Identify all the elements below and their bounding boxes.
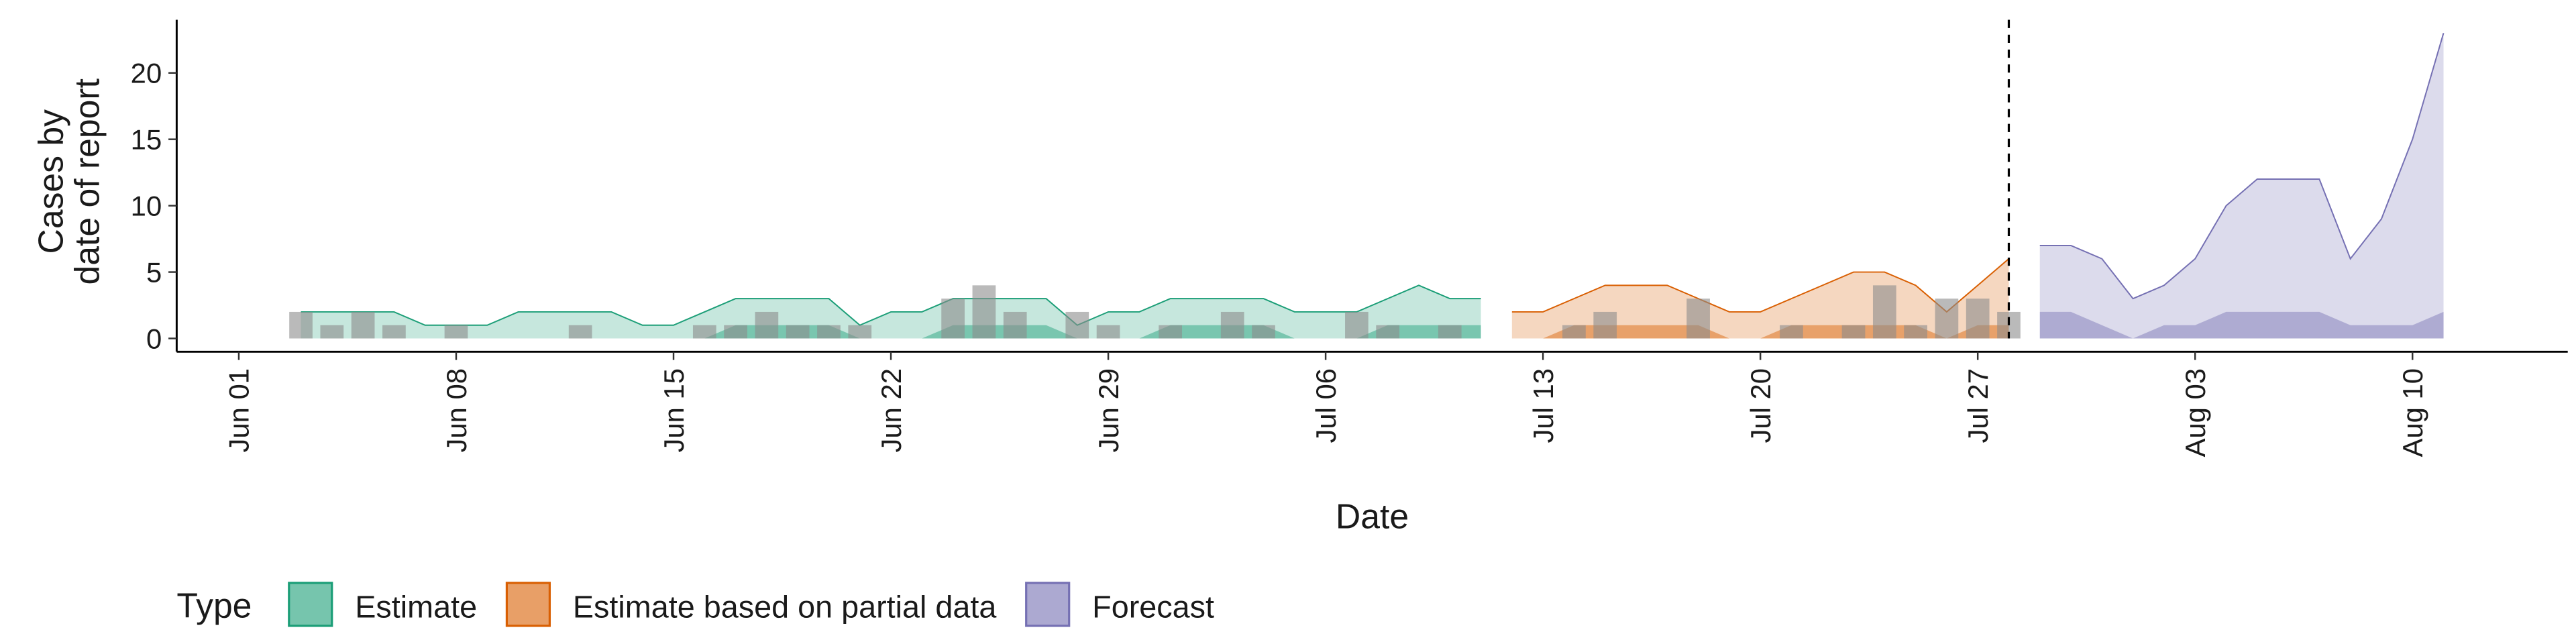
inner-band [301, 325, 1481, 339]
y-tick-label: 20 [131, 57, 162, 89]
legend-label: Estimate [355, 590, 477, 625]
bar [941, 299, 965, 339]
x-tick-label: Jul 13 [1527, 368, 1559, 443]
y-tick-label: 0 [146, 323, 162, 354]
x-tick-label: Aug 03 [2180, 368, 2211, 458]
band-edge [301, 284, 1481, 326]
bar [1438, 325, 1462, 339]
outer-band [2039, 33, 2444, 339]
bar [1966, 299, 1990, 339]
bar [786, 325, 810, 339]
bar [382, 325, 406, 339]
bar [1593, 311, 1617, 339]
x-tick-label: Jun 08 [441, 368, 472, 453]
bar [351, 311, 375, 339]
y-tick-label: 5 [146, 256, 162, 288]
bar [1904, 325, 1927, 339]
bar [568, 325, 592, 339]
band-edge [2039, 33, 2445, 300]
x-tick-label: Jun 29 [1093, 368, 1124, 453]
legend-title: Type [176, 586, 252, 625]
x-tick-label: Aug 10 [2397, 368, 2428, 458]
x-tick-label: Jul 20 [1745, 368, 1776, 443]
legend-swatch [1025, 582, 1071, 627]
x-tick-label: Jul 27 [1962, 368, 1994, 443]
bar [1096, 325, 1120, 339]
x-tick-label: Jun 15 [658, 368, 690, 453]
y-axis-label: date of report [68, 78, 107, 284]
legend-swatch [288, 582, 333, 627]
bar [1935, 299, 1959, 339]
bar [1252, 325, 1275, 339]
bar [848, 325, 872, 339]
bar [1003, 311, 1027, 339]
bar [692, 325, 716, 339]
bar [972, 285, 996, 339]
bar [817, 325, 841, 339]
y-axis-label: Cases by [32, 109, 70, 254]
bar [1065, 311, 1089, 339]
bar [1376, 325, 1400, 339]
y-tick-label: 15 [131, 123, 162, 155]
x-tick-label: Jun 01 [223, 368, 255, 453]
bar [1686, 299, 1710, 339]
bar [1872, 285, 1896, 339]
inner-band [2039, 311, 2444, 339]
x-tick-label: Jun 22 [875, 368, 907, 453]
band-edge [1511, 258, 2010, 313]
bar [1159, 325, 1183, 339]
bar [320, 325, 344, 339]
bar [444, 325, 468, 339]
bar [1780, 325, 1803, 339]
legend-label: Forecast [1092, 590, 1214, 625]
bar [289, 311, 313, 339]
bar [1841, 325, 1866, 339]
bar [1345, 311, 1368, 339]
bar [1562, 325, 1586, 339]
bar [724, 325, 747, 339]
legend-label: Estimate based on partial data [573, 590, 997, 625]
x-tick-label: Jul 06 [1310, 368, 1342, 443]
bar [755, 311, 779, 339]
x-axis-label: Date [1336, 497, 1409, 536]
legend-swatch [505, 582, 551, 627]
y-tick-label: 10 [131, 190, 162, 221]
bar [1220, 311, 1244, 339]
